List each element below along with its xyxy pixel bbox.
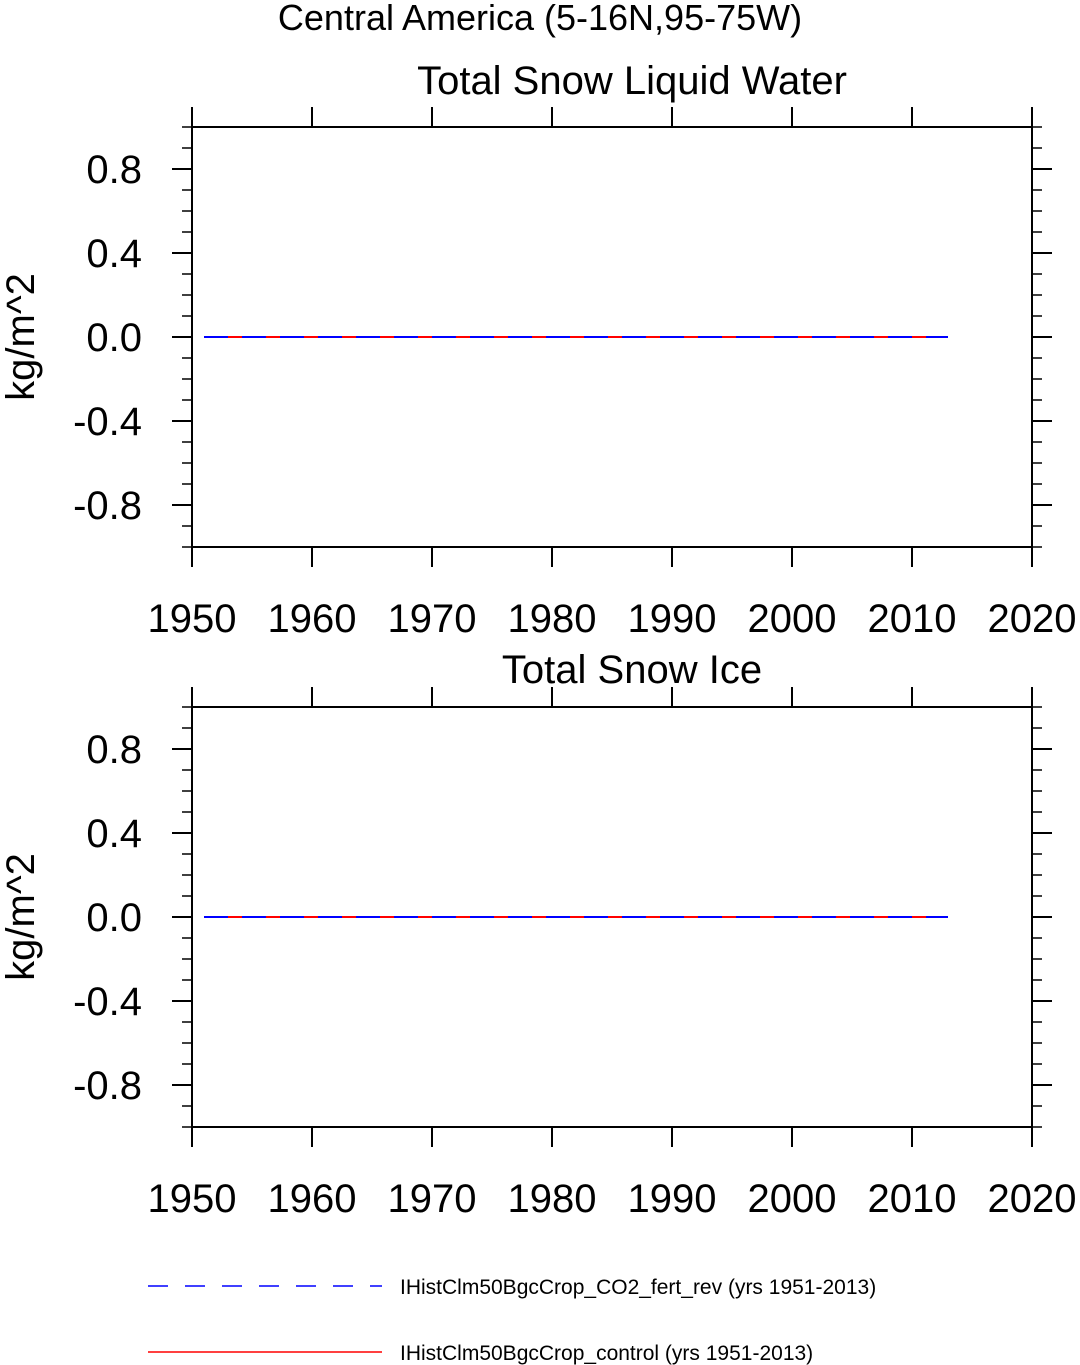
y-tick-label: 0.4 bbox=[86, 232, 142, 276]
chart-panels: Total Snow Liquid Water kg/m^2 1950 1960 197… bbox=[0, 59, 1076, 1221]
y-tick-label: -0.4 bbox=[73, 980, 142, 1024]
x-tick-label: 1980 bbox=[508, 597, 597, 641]
y-tick-label: 0.8 bbox=[86, 148, 142, 192]
x-tick-label: 1980 bbox=[508, 1177, 597, 1221]
x-tick-label: 1970 bbox=[388, 597, 477, 641]
x-tick-label: 2010 bbox=[868, 597, 957, 641]
chart-panel-1: Total Snow Liquid Water kg/m^2 1950 1960 197… bbox=[0, 59, 1076, 641]
y-tick-label: 0.8 bbox=[86, 728, 142, 772]
y-tick-label: 0.0 bbox=[86, 316, 142, 360]
y-tick-label: -0.4 bbox=[73, 400, 142, 444]
y-tick-label: -0.8 bbox=[73, 1064, 142, 1108]
y-tick-label: 0.4 bbox=[86, 812, 142, 856]
x-tick-label: 1990 bbox=[628, 1177, 717, 1221]
x-tick-label: 1960 bbox=[268, 1177, 357, 1221]
x-tick-label: 2020 bbox=[988, 1177, 1077, 1221]
chart-panel-2: Total Snow Ice kg/m^2 1950 1960 1970 1980 1990… bbox=[0, 648, 1076, 1221]
x-tick-label: 2000 bbox=[748, 597, 837, 641]
x-tick-label: 1950 bbox=[148, 597, 237, 641]
y-axis-label: kg/m^2 bbox=[0, 273, 43, 401]
x-tick-label: 1950 bbox=[148, 1177, 237, 1221]
y-axis-label: kg/m^2 bbox=[0, 853, 43, 981]
x-tick-label: 2000 bbox=[748, 1177, 837, 1221]
x-tick-label: 1970 bbox=[388, 1177, 477, 1221]
legend-label: IHistClm50BgcCrop_control (yrs 1951-2013… bbox=[400, 1342, 813, 1365]
chart-legend: IHistClm50BgcCrop_CO2_fert_rev (yrs 1951… bbox=[148, 1276, 876, 1365]
panel-title: Total Snow Ice bbox=[502, 648, 762, 692]
x-tick-label: 2020 bbox=[988, 597, 1077, 641]
x-tick-label: 1960 bbox=[268, 597, 357, 641]
x-tick-label: 1990 bbox=[628, 597, 717, 641]
figure-suptitle: Central America (5-16N,95-75W) bbox=[278, 0, 802, 38]
panel-title: Total Snow Liquid Water bbox=[417, 59, 847, 103]
y-tick-label: -0.8 bbox=[73, 484, 142, 528]
y-tick-label: 0.0 bbox=[86, 896, 142, 940]
legend-label: IHistClm50BgcCrop_CO2_fert_rev (yrs 1951… bbox=[400, 1276, 876, 1299]
x-tick-label: 2010 bbox=[868, 1177, 957, 1221]
